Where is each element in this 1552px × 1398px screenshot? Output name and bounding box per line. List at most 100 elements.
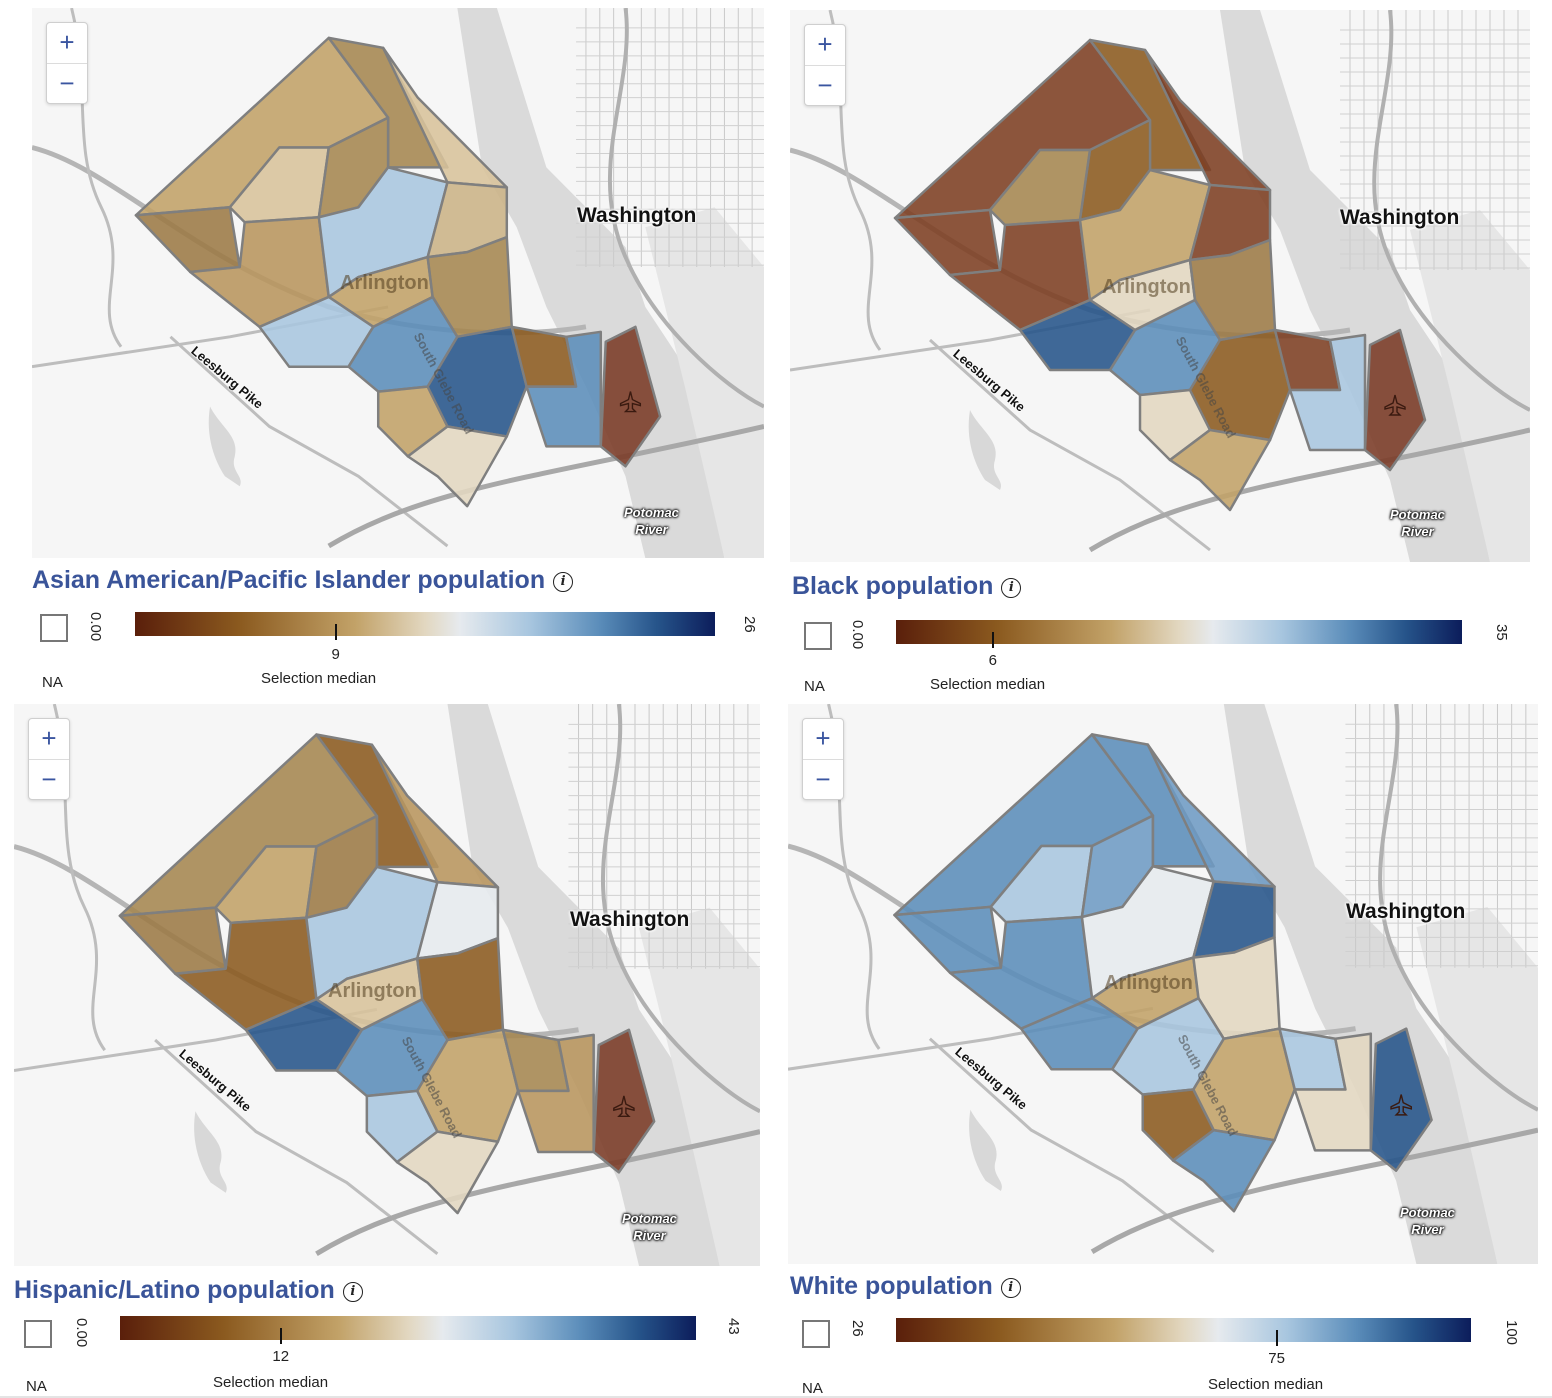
census-tract-region xyxy=(599,325,662,468)
info-icon[interactable]: i xyxy=(553,572,574,592)
map-panel-white: + − Washington Arlington Leesburg Pike S… xyxy=(776,700,1552,1398)
potomac-river-label: Potomac River xyxy=(1390,506,1445,540)
na-label: NA xyxy=(26,1378,47,1395)
na-label: NA xyxy=(42,674,63,691)
census-tract-region xyxy=(315,733,439,869)
map-canvas[interactable] xyxy=(788,704,1538,1264)
na-checkbox[interactable] xyxy=(802,1320,830,1348)
na-checkbox[interactable] xyxy=(804,622,832,650)
map-canvas[interactable] xyxy=(32,8,764,558)
census-tract-region xyxy=(525,330,603,448)
arlington-label: Arlington xyxy=(328,980,417,1002)
census-tract-region xyxy=(1168,428,1272,512)
selection-median-label: Selection median xyxy=(1208,1376,1324,1393)
river-line-1: Potomac xyxy=(624,505,679,520)
map-canvas[interactable] xyxy=(790,10,1530,562)
river-bank xyxy=(1416,906,1538,1264)
river-line-2: River xyxy=(1401,524,1434,539)
map-layers xyxy=(32,8,764,558)
bottom-divider xyxy=(0,1396,1552,1398)
scale-min-label: 26 xyxy=(849,1320,866,1337)
washington-label: Washington xyxy=(577,204,697,227)
zoom-out-button[interactable]: − xyxy=(47,63,87,104)
highway-line xyxy=(1372,10,1530,412)
arlington-label: Arlington xyxy=(1104,972,1193,994)
map-panel-hispanic: + − Washington Arlington Leesburg Pike S… xyxy=(0,700,776,1398)
map-canvas[interactable] xyxy=(14,704,760,1266)
lake-shape xyxy=(968,410,1002,490)
zoom-out-button[interactable]: − xyxy=(803,759,843,800)
map-layers xyxy=(14,704,760,1266)
census-tract-region xyxy=(516,1033,595,1154)
legend-color-bar xyxy=(135,612,715,636)
highway-line xyxy=(315,1129,760,1256)
census-tract-region xyxy=(1363,328,1427,472)
census-tract-region xyxy=(1293,1032,1373,1152)
selection-median-label: Selection median xyxy=(930,676,1046,693)
scale-min-label: 0.00 xyxy=(849,620,866,650)
airport-icon xyxy=(619,391,642,413)
scale-min-label: 0.00 xyxy=(73,1318,90,1348)
airport-icon xyxy=(1390,1094,1413,1116)
lake-shape xyxy=(208,406,241,487)
na-label: NA xyxy=(802,1380,823,1397)
zoom-in-button[interactable]: + xyxy=(815,723,831,753)
river-line-1: Potomac xyxy=(622,1211,677,1226)
potomac-river-label: Potomac River xyxy=(1400,1204,1455,1238)
map-title: White population i xyxy=(790,1272,1021,1301)
map-title: Hispanic/Latino population i xyxy=(14,1276,363,1305)
zoom-in-button[interactable]: + xyxy=(817,29,833,59)
census-tract-region xyxy=(1288,333,1367,452)
highway-line xyxy=(1088,427,1530,553)
airport-icon xyxy=(613,1095,635,1118)
map-title-text: Hispanic/Latino population xyxy=(14,1276,335,1304)
scale-min-label: 0.00 xyxy=(87,612,104,642)
river-line-1: Potomac xyxy=(1390,507,1445,522)
highway-line xyxy=(1378,704,1538,1112)
zoom-out-button[interactable]: − xyxy=(805,65,845,106)
zoom-control: + − xyxy=(28,718,70,800)
washington-label: Washington xyxy=(1340,206,1460,229)
median-value: 75 xyxy=(1268,1350,1285,1367)
airport-icon xyxy=(1384,394,1406,416)
highway-line xyxy=(327,424,764,549)
na-checkbox[interactable] xyxy=(40,614,68,642)
na-label: NA xyxy=(804,678,825,695)
median-tick xyxy=(334,624,337,640)
census-tract-region xyxy=(1088,38,1212,172)
zoom-in-button[interactable]: + xyxy=(59,27,75,57)
map-title-text: White population xyxy=(790,1272,993,1300)
map-title: Asian American/Pacific Islander populati… xyxy=(32,566,574,595)
census-tract-region xyxy=(1369,1027,1433,1172)
choropleth-map[interactable]: + − Washington Arlington Leesburg Pike S… xyxy=(32,8,764,558)
choropleth-map[interactable]: + − Washington Arlington Leesburg Pike S… xyxy=(790,10,1530,562)
river-bank xyxy=(1410,210,1530,562)
potomac-river-label: Potomac River xyxy=(622,1210,677,1244)
census-tract-region xyxy=(327,36,449,169)
info-icon[interactable]: i xyxy=(1000,1278,1021,1298)
lake-shape xyxy=(194,1111,227,1193)
census-tract-region xyxy=(395,1130,500,1215)
selection-median-label: Selection median xyxy=(261,670,377,687)
zoom-out-button[interactable]: − xyxy=(29,759,69,800)
median-value: 12 xyxy=(272,1348,290,1365)
median-tick xyxy=(1275,1330,1278,1346)
info-icon[interactable]: i xyxy=(1001,578,1022,598)
median-tick xyxy=(991,632,994,648)
map-panel-asian: + − Washington Arlington Leesburg Pike S… xyxy=(0,0,776,700)
map-layers xyxy=(788,704,1538,1264)
lake-shape xyxy=(969,1109,1002,1191)
scale-max-label: 100 xyxy=(1503,1320,1520,1346)
river-line-2: River xyxy=(635,522,668,537)
info-icon[interactable]: i xyxy=(342,1282,363,1302)
zoom-control: + − xyxy=(804,24,846,106)
scale-max-label: 26 xyxy=(741,616,758,633)
river-line-2: River xyxy=(633,1228,666,1243)
map-title: Black population i xyxy=(792,572,1022,601)
choropleth-map[interactable]: + − Washington Arlington Leesburg Pike S… xyxy=(14,704,760,1266)
na-checkbox[interactable] xyxy=(24,1320,52,1348)
washington-label: Washington xyxy=(570,908,690,931)
choropleth-map[interactable]: + − Washington Arlington Leesburg Pike S… xyxy=(788,704,1538,1264)
highway-line xyxy=(1090,1127,1538,1255)
zoom-in-button[interactable]: + xyxy=(41,723,57,753)
